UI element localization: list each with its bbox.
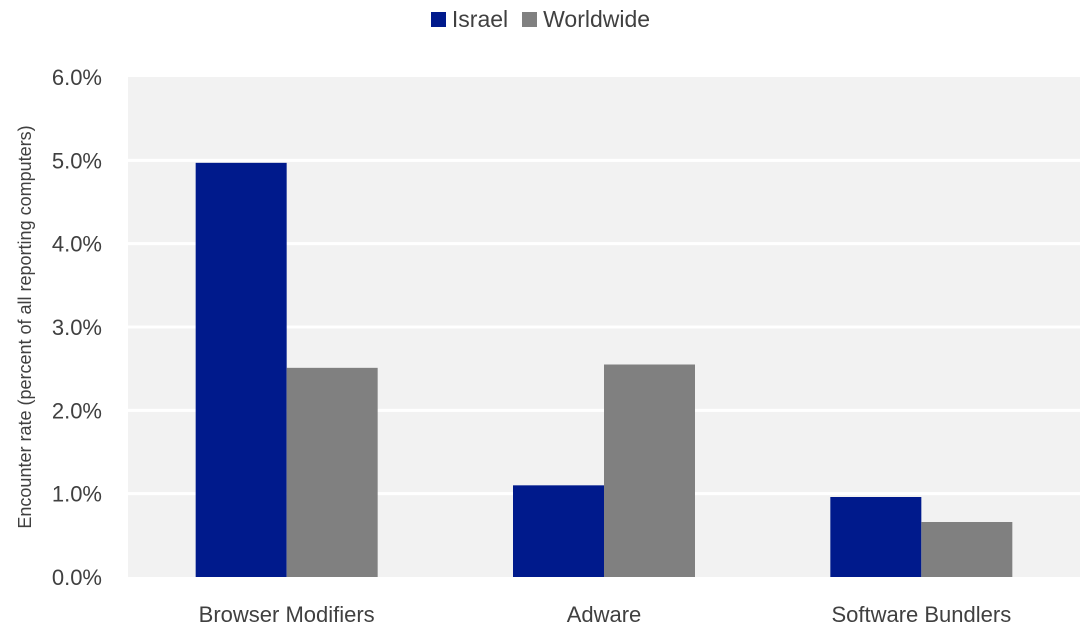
- y-tick-label: 3.0%: [52, 315, 102, 340]
- y-tick-label: 5.0%: [52, 148, 102, 173]
- y-axis-title: Encounter rate (percent of all reporting…: [15, 125, 35, 528]
- y-axis-ticks: 0.0% 1.0% 2.0% 3.0% 4.0% 5.0% 6.0%: [52, 65, 102, 590]
- bar-israel-2: [513, 485, 604, 577]
- x-category-label: Adware: [567, 602, 642, 627]
- bar-worldwide-2: [604, 364, 695, 577]
- y-tick-label: 0.0%: [52, 565, 102, 590]
- chart-legend: Israel Worldwide: [0, 6, 1081, 32]
- bar-worldwide-3: [921, 522, 1013, 577]
- bar-israel-3: [830, 497, 922, 577]
- bars: [195, 162, 1013, 578]
- legend-item-worldwide: Worldwide: [522, 6, 650, 33]
- x-category-label: Software Bundlers: [831, 602, 1011, 627]
- bar-worldwide-1: [286, 367, 378, 577]
- x-category-label: Browser Modifiers: [199, 602, 375, 627]
- legend-item-israel: Israel: [430, 5, 509, 33]
- x-axis-categories: Browser Modifiers Adware Software Bundlers: [199, 602, 1012, 627]
- legend-label-israel: Israel: [451, 5, 509, 32]
- legend-label-worldwide: Worldwide: [543, 5, 651, 32]
- y-tick-label: 6.0%: [52, 65, 102, 90]
- y-tick-label: 4.0%: [52, 232, 102, 257]
- legend-swatch-israel: [430, 11, 446, 27]
- bar-israel-1: [195, 162, 287, 578]
- legend-swatch-worldwide: [522, 11, 538, 27]
- y-tick-label: 2.0%: [52, 398, 102, 423]
- y-tick-label: 1.0%: [52, 482, 102, 507]
